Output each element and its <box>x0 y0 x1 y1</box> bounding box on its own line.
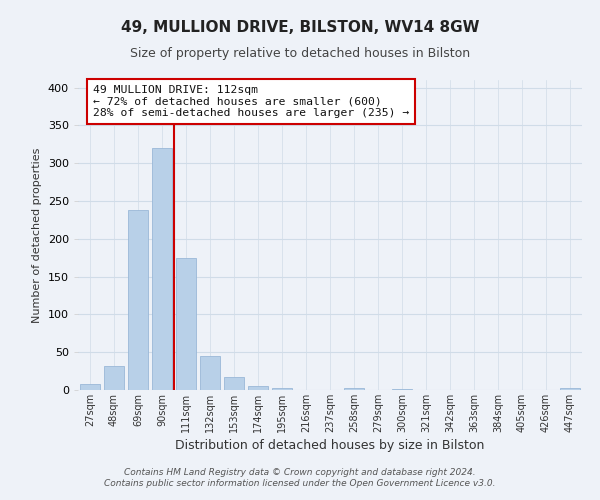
Bar <box>224 377 244 390</box>
Text: 49, MULLION DRIVE, BILSTON, WV14 8GW: 49, MULLION DRIVE, BILSTON, WV14 8GW <box>121 20 479 35</box>
Bar <box>344 388 364 390</box>
Bar <box>80 384 100 390</box>
Text: Contains HM Land Registry data © Crown copyright and database right 2024.
Contai: Contains HM Land Registry data © Crown c… <box>104 468 496 487</box>
Text: Size of property relative to detached houses in Bilston: Size of property relative to detached ho… <box>130 48 470 60</box>
Bar <box>128 210 148 390</box>
Text: 49 MULLION DRIVE: 112sqm
← 72% of detached houses are smaller (600)
28% of semi-: 49 MULLION DRIVE: 112sqm ← 72% of detach… <box>93 84 409 118</box>
Y-axis label: Number of detached properties: Number of detached properties <box>32 148 42 322</box>
Bar <box>560 388 580 390</box>
Bar <box>200 356 220 390</box>
Bar <box>176 258 196 390</box>
Bar <box>152 148 172 390</box>
X-axis label: Distribution of detached houses by size in Bilston: Distribution of detached houses by size … <box>175 439 485 452</box>
Bar <box>272 388 292 390</box>
Bar <box>248 386 268 390</box>
Bar <box>392 389 412 390</box>
Bar <box>104 366 124 390</box>
